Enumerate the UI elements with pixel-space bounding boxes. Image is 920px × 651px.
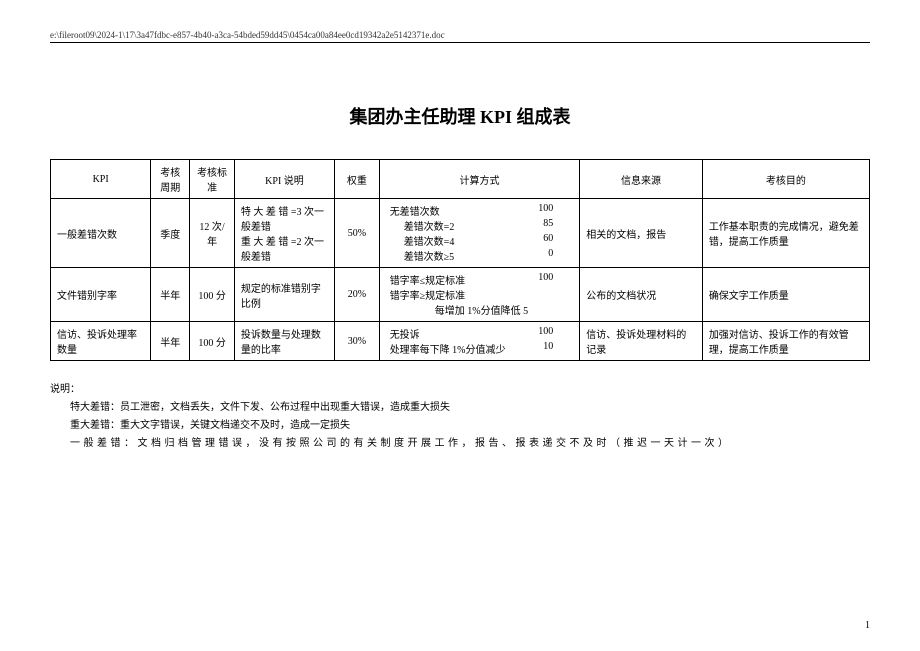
th-calc: 计算方式: [379, 160, 580, 199]
notes-title: 说明：: [50, 381, 870, 399]
cell-period: 半年: [151, 322, 190, 361]
cell-calc: 无投诉100处理率每下降 1%分值减少10: [379, 322, 580, 361]
cell-desc: 特 大 差 错 =3 次一般差错 重 大 差 错 =2 次一般差错: [234, 199, 334, 268]
title-latin: KPI: [480, 107, 512, 127]
table-row: 一般差错次数季度12 次/年特 大 差 错 =3 次一般差错 重 大 差 错 =…: [51, 199, 870, 268]
title-prefix: 集团办主任助理: [349, 107, 480, 127]
th-weight: 权重: [335, 160, 380, 199]
th-standard: 考核标准: [190, 160, 235, 199]
note-line: 特大差错：员工泄密，文档丢失，文件下发、公布过程中出现重大错误，造成重大损失: [50, 399, 870, 417]
th-source: 信息来源: [580, 160, 703, 199]
cell-period: 季度: [151, 199, 190, 268]
cell-source: 相关的文档，报告: [580, 199, 703, 268]
calc-line: 差错次数=285: [390, 218, 574, 233]
table-header-row: KPI 考核周期 考核标准 KPI 说明 权重 计算方式 信息来源 考核目的: [51, 160, 870, 199]
table-row: 信访、投诉处理率数量半年100 分投诉数量与处理数量的比率30%无投诉100处理…: [51, 322, 870, 361]
cell-purpose: 工作基本职责的完成情况，避免差错，提高工作质量: [702, 199, 869, 268]
cell-standard: 100 分: [190, 322, 235, 361]
cell-weight: 50%: [335, 199, 380, 268]
cell-period: 半年: [151, 268, 190, 322]
calc-line: 无投诉100: [390, 326, 574, 341]
table-body: 一般差错次数季度12 次/年特 大 差 错 =3 次一般差错 重 大 差 错 =…: [51, 199, 870, 361]
cell-kpi: 信访、投诉处理率数量: [51, 322, 151, 361]
cell-calc: 无差错次数100差错次数=285差错次数=460差错次数≥50: [379, 199, 580, 268]
calc-line: 每增加 1%分值降低 5: [390, 302, 574, 317]
th-kpi: KPI: [51, 160, 151, 199]
th-desc: KPI 说明: [234, 160, 334, 199]
title-suffix: 组成表: [512, 107, 571, 127]
calc-line: 处理率每下降 1%分值减少10: [390, 341, 574, 356]
calc-line: 错字率≥规定标准: [390, 287, 574, 302]
cell-weight: 30%: [335, 322, 380, 361]
cell-kpi: 一般差错次数: [51, 199, 151, 268]
calc-line: 差错次数≥50: [390, 248, 574, 263]
page-title: 集团办主任助理 KPI 组成表: [50, 103, 870, 129]
file-path-header: e:\fileroot09\2024-1\17\3a47fdbc-e857-4b…: [50, 30, 870, 43]
cell-source: 公布的文档状况: [580, 268, 703, 322]
page-number: 1: [865, 620, 870, 631]
kpi-table: KPI 考核周期 考核标准 KPI 说明 权重 计算方式 信息来源 考核目的 一…: [50, 159, 870, 361]
th-period: 考核周期: [151, 160, 190, 199]
calc-line: 无差错次数100: [390, 203, 574, 218]
cell-desc: 规定的标准错别字比例: [234, 268, 334, 322]
note-line: 重大差错：重大文字错误，关键文档递交不及时，造成一定损失: [50, 417, 870, 435]
cell-purpose: 加强对信访、投诉工作的有效管理，提高工作质量: [702, 322, 869, 361]
calc-line: 差错次数=460: [390, 233, 574, 248]
notes-section: 说明： 特大差错：员工泄密，文档丢失，文件下发、公布过程中出现重大错误，造成重大…: [50, 381, 870, 453]
cell-weight: 20%: [335, 268, 380, 322]
cell-standard: 100 分: [190, 268, 235, 322]
th-purpose: 考核目的: [702, 160, 869, 199]
cell-kpi: 文件错别字率: [51, 268, 151, 322]
cell-source: 信访、投诉处理材料的记录: [580, 322, 703, 361]
calc-line: 错字率≤规定标准100: [390, 272, 574, 287]
table-row: 文件错别字率半年100 分规定的标准错别字比例20%错字率≤规定标准100错字率…: [51, 268, 870, 322]
cell-desc: 投诉数量与处理数量的比率: [234, 322, 334, 361]
cell-purpose: 确保文字工作质量: [702, 268, 869, 322]
cell-standard: 12 次/年: [190, 199, 235, 268]
cell-calc: 错字率≤规定标准100错字率≥规定标准每增加 1%分值降低 5: [379, 268, 580, 322]
note-line: 一般差错：文档归档管理错误，没有按照公司的有关制度开展工作，报告、报表递交不及时…: [50, 435, 870, 453]
notes-lines: 特大差错：员工泄密，文档丢失，文件下发、公布过程中出现重大错误，造成重大损失重大…: [50, 399, 870, 453]
